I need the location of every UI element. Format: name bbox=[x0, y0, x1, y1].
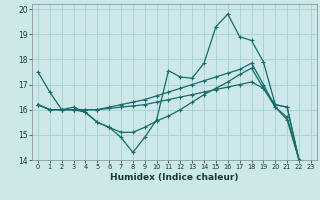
X-axis label: Humidex (Indice chaleur): Humidex (Indice chaleur) bbox=[110, 173, 239, 182]
